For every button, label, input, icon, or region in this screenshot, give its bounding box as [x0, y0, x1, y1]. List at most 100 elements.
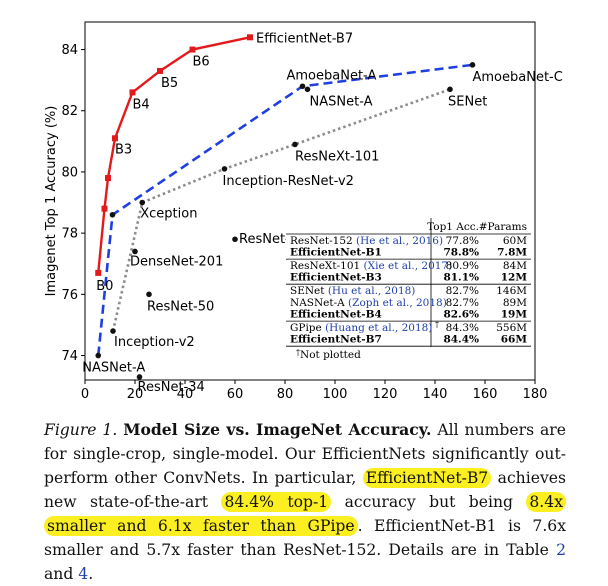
point-label: AmoebaNet-A: [287, 68, 377, 83]
table-cell-params: 7.8M: [497, 247, 527, 259]
table-reference-link[interactable]: 4: [78, 565, 89, 583]
table-cell-model: GPipe (Huang et al., 2018) †: [290, 320, 439, 334]
x-tick-label: 60: [227, 387, 244, 400]
table-cell-model: SENet (Hu et al., 2018): [290, 285, 415, 297]
table-cell-model: EfficientNet-B4: [290, 309, 382, 321]
data-point: [110, 328, 116, 334]
data-point-square: [101, 205, 108, 212]
table-cell-model: EfficientNet-B3: [290, 272, 382, 284]
point-label: NASNet-A: [310, 94, 373, 109]
y-axis-title: Imagenet Top 1 Accuracy (%): [44, 106, 59, 297]
data-point: [292, 141, 298, 148]
data-point: [232, 236, 238, 243]
x-tick-label: 0: [81, 387, 89, 400]
table-cell-acc: 82.6%: [443, 309, 479, 321]
table-reference-link[interactable]: 2: [556, 541, 566, 559]
table-cell-acc: 84.3%: [446, 322, 479, 334]
data-point: [447, 86, 453, 93]
x-tick-label: 140: [423, 387, 448, 400]
data-point-square: [129, 89, 136, 96]
table-cell-acc: 82.7%: [446, 285, 479, 297]
table-cell-params: 89M: [503, 297, 527, 309]
data-point-square: [112, 135, 118, 142]
point-label: DenseNet-201: [130, 254, 223, 269]
y-tick-label: 74: [61, 349, 78, 364]
table-cell-params: 19M: [501, 309, 528, 321]
table-cell-params: 556M: [496, 322, 527, 334]
point-label: B0: [96, 279, 113, 294]
caption-text: achieves new state-of-the-art: [44, 469, 566, 511]
point-label: ResNet-50: [147, 299, 214, 314]
table-cell-acc: 81.1%: [443, 272, 479, 284]
data-point: [299, 83, 306, 90]
x-tick-label: 180: [523, 387, 548, 400]
point-label: Inception-ResNet-v2: [223, 174, 354, 189]
table-cell-model: ResNeXt-101 (Xie et al., 2017): [290, 260, 452, 272]
table-cell-params: 84M: [503, 260, 527, 272]
caption-highlight: 84.4% top-1: [221, 492, 332, 512]
table-cell-acc: 78.8%: [443, 247, 479, 259]
x-tick-label: 160: [473, 387, 498, 400]
point-labels: B0 B3 B4 B5 B6 EfficientNet-B7 NASNet-A AmoebaN…: [82, 31, 563, 395]
point-label: Inception-v2: [114, 335, 195, 350]
caption-title: Model Size vs. ImageNet Accuracy.: [123, 420, 432, 439]
point-label: ResNeXt-101: [295, 149, 379, 164]
y-tick-label: 80: [61, 165, 78, 180]
table-header: #Params: [479, 221, 527, 233]
y-tick-label: 84: [61, 43, 78, 58]
x-tick-label: 120: [373, 387, 398, 400]
data-point: [469, 62, 476, 68]
y-tick-label: 76: [61, 288, 78, 303]
point-label: SENet: [448, 94, 487, 109]
caption-text: .: [88, 565, 94, 583]
table-header: Top1 Acc.: [427, 221, 479, 233]
data-point-square: [105, 175, 111, 182]
point-label: B6: [193, 55, 210, 70]
table-cell-acc: 84.4%: [443, 334, 479, 346]
data-point: [221, 166, 228, 172]
caption-text: and: [44, 565, 74, 583]
series-line: [97, 36, 251, 274]
point-label: ResNet-34: [138, 380, 205, 395]
table-cell-params: 12M: [501, 272, 528, 284]
series-line: [96, 63, 473, 356]
inset-table-bg: [286, 218, 531, 358]
table-cell-acc: 80.9%: [446, 260, 479, 272]
table-cell-model: ResNet-152 (He et al., 2016): [290, 235, 443, 247]
table-footnote: †Not plotted: [296, 348, 361, 361]
data-point: [304, 86, 311, 93]
data-point: [139, 199, 146, 206]
caption-highlight: EfficientNet-B7: [362, 468, 492, 488]
caption-figure-label: Figure 1.: [44, 421, 118, 439]
table-cell-acc: 82.7%: [446, 297, 479, 309]
table-cell-params: 60M: [503, 235, 527, 247]
table-cell-params: 66M: [501, 334, 528, 346]
table-cell-model: EfficientNet-B7: [290, 334, 382, 346]
point-label: EfficientNet-B7: [256, 31, 353, 46]
data-point-square: [95, 269, 102, 276]
y-tick-label: 82: [61, 104, 78, 119]
table-cell-model: NASNet-A (Zoph et al., 2018): [290, 297, 447, 309]
inset-table: Top1 Acc. #Params ResNet-152 (He et al., 2…: [286, 218, 531, 361]
x-tick-label: 80: [277, 387, 294, 400]
data-point: [132, 248, 138, 255]
point-label: AmoebaNet-C: [473, 70, 563, 85]
x-tick-label: 20: [127, 387, 144, 400]
caption-text: All numbers are for single-crop, single-…: [44, 421, 566, 487]
data-point-square: [247, 34, 253, 41]
x-tick-label: 100: [323, 387, 348, 400]
data-point: [136, 374, 143, 380]
caption-text: accuracy but being: [344, 493, 513, 511]
table-cell-model: EfficientNet-B1: [290, 247, 382, 259]
axes: 020406080100120140160180747678808284Numb…: [44, 21, 548, 400]
point-label: B4: [133, 97, 150, 112]
accuracy-vs-params-chart: 020406080100120140160180747678808284Numb…: [44, 21, 563, 400]
data-point: [146, 291, 152, 298]
plot-frame: [84, 21, 536, 381]
y-tick-label: 78: [61, 227, 78, 242]
data-point-square: [189, 46, 196, 53]
data-point: [109, 211, 116, 218]
caption-text: . EfficientNet-B1 is 7.6x smaller and 5.…: [44, 517, 566, 559]
figure-caption: Figure 1. Model Size vs. ImageNet Accura…: [44, 418, 566, 586]
data-point: [95, 352, 102, 359]
